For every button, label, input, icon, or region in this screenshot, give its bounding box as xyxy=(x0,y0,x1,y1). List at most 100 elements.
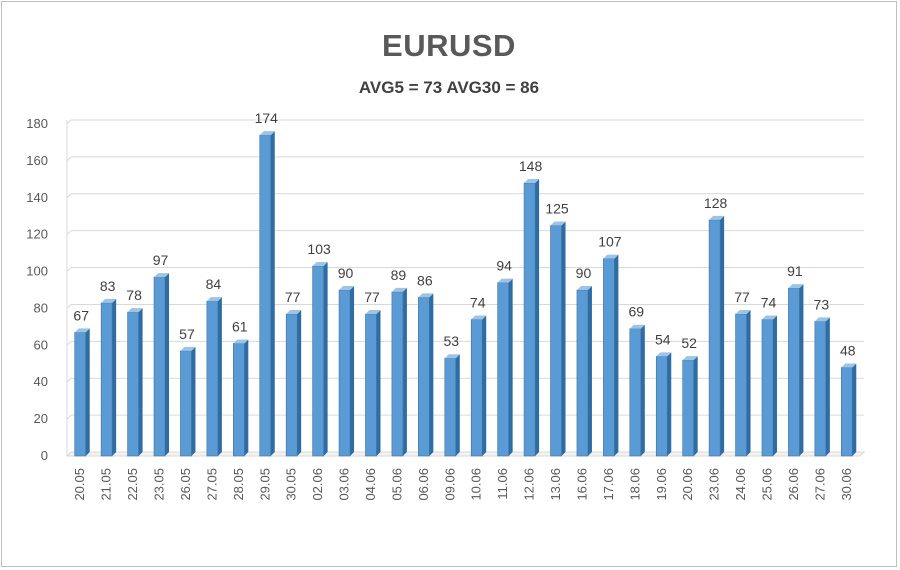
bar-top xyxy=(339,286,355,290)
x-tick-label: 18.06 xyxy=(627,468,642,501)
bar-side xyxy=(165,273,170,456)
x-tick-label: 27.05 xyxy=(204,468,219,501)
data-label: 77 xyxy=(734,289,750,305)
bar xyxy=(603,258,615,457)
gridline-depth xyxy=(66,377,72,383)
data-label: 128 xyxy=(704,195,728,211)
x-tick-label: 13.06 xyxy=(548,468,563,501)
bar-side xyxy=(535,179,540,456)
data-label: 84 xyxy=(206,276,222,292)
bar-side xyxy=(799,284,804,456)
bar xyxy=(576,289,589,457)
data-label: 57 xyxy=(179,326,195,342)
x-tick-label: 25.06 xyxy=(759,468,774,501)
bar-top xyxy=(471,315,487,320)
bar xyxy=(233,343,245,457)
y-tick-label: 60 xyxy=(34,337,48,352)
bar-top xyxy=(629,324,645,329)
x-tick-label: 05.06 xyxy=(389,468,404,501)
data-label: 107 xyxy=(598,234,622,250)
bar-side xyxy=(587,286,592,456)
x-tick-label: 17.06 xyxy=(601,468,616,501)
bar-side xyxy=(693,356,698,456)
bar xyxy=(735,313,747,457)
gridline-depth xyxy=(66,230,72,236)
data-label: 74 xyxy=(470,295,486,311)
bar-side xyxy=(244,339,249,456)
bar xyxy=(761,319,774,457)
bar-side xyxy=(640,324,645,456)
data-label: 103 xyxy=(307,241,331,257)
gridline-depth xyxy=(66,304,72,309)
bar-top xyxy=(74,328,90,333)
bar-top xyxy=(841,363,857,368)
x-tick-label: 20.05 xyxy=(72,468,87,501)
x-tick-label: 20.06 xyxy=(680,468,695,501)
bar-top xyxy=(180,346,196,351)
x-tick-label: 26.05 xyxy=(178,468,193,501)
bar-side xyxy=(138,308,143,456)
bar-side xyxy=(561,221,566,456)
y-tick-label: 120 xyxy=(26,227,48,242)
data-label: 91 xyxy=(787,263,803,279)
bar-top xyxy=(312,262,328,267)
bar xyxy=(497,282,509,457)
data-label: 73 xyxy=(814,296,830,312)
data-label: 148 xyxy=(519,158,543,174)
bar xyxy=(523,182,536,457)
y-tick-label: 0 xyxy=(41,448,48,463)
data-label: 125 xyxy=(545,200,569,216)
data-label: 67 xyxy=(73,307,89,323)
bar xyxy=(312,265,324,457)
bar xyxy=(788,287,800,457)
bar-side xyxy=(614,254,619,456)
bar xyxy=(655,356,668,457)
bar xyxy=(840,367,853,457)
gridline-depth xyxy=(66,267,72,272)
x-tick-label: 06.06 xyxy=(416,468,431,501)
data-label: 48 xyxy=(840,342,856,358)
data-label: 74 xyxy=(761,295,777,311)
data-label: 90 xyxy=(576,265,592,281)
data-label: 174 xyxy=(255,110,279,126)
chart-title: EURUSD xyxy=(382,28,516,63)
bar xyxy=(550,225,562,457)
y-tick-label: 180 xyxy=(26,116,48,131)
gridline-depth xyxy=(66,119,72,125)
bar-side xyxy=(270,131,275,457)
x-tick-label: 10.06 xyxy=(469,468,484,501)
gridline-depth xyxy=(66,340,72,346)
bar-top xyxy=(497,278,513,283)
bar xyxy=(285,313,298,457)
data-label: 78 xyxy=(126,287,142,303)
y-tick-label: 20 xyxy=(34,411,48,426)
bar-top xyxy=(524,179,540,184)
bar xyxy=(180,350,192,457)
bar-side xyxy=(429,293,434,456)
bar xyxy=(259,134,272,457)
x-tick-label: 12.06 xyxy=(522,468,537,501)
bar-side xyxy=(350,286,355,456)
data-label: 77 xyxy=(364,289,380,305)
data-label: 86 xyxy=(417,272,433,288)
x-tick-label: 26.06 xyxy=(786,468,801,501)
x-tick-label: 23.05 xyxy=(152,468,167,501)
y-tick-label: 80 xyxy=(34,300,48,315)
bar xyxy=(391,291,404,457)
bar-top xyxy=(814,317,830,322)
data-label: 77 xyxy=(285,289,301,305)
bar-top xyxy=(682,356,698,361)
y-tick-label: 40 xyxy=(34,374,48,389)
bar xyxy=(338,289,351,457)
bar-top xyxy=(761,315,777,320)
bar-top xyxy=(127,308,143,313)
bar-side xyxy=(376,309,381,456)
bar-top xyxy=(656,352,672,357)
bar-side xyxy=(297,309,302,456)
gridline-depth xyxy=(66,414,72,420)
bar-side xyxy=(85,328,90,456)
x-tick-label: 23.06 xyxy=(707,468,722,501)
x-tick-label: 30.06 xyxy=(839,468,854,501)
bar-side xyxy=(508,278,513,456)
